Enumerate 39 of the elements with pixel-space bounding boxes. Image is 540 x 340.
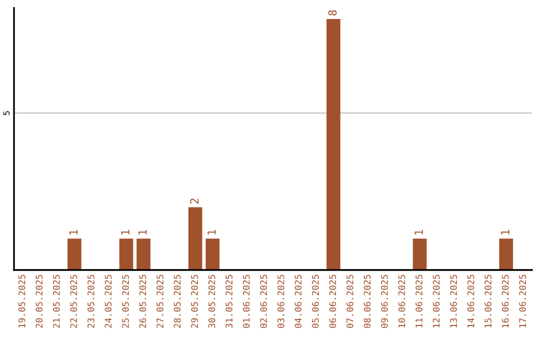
x-tick-label: 09.06.2025 <box>381 274 388 328</box>
x-tick-label: 11.06.2025 <box>416 274 422 328</box>
y-tick-label: 5 <box>3 111 10 116</box>
x-tick-label: 08.06.2025 <box>364 274 371 328</box>
x-tick-label: 22.05.2025 <box>70 274 78 328</box>
x-tick-label: 14.06.2025 <box>467 274 474 328</box>
x-tick-label: 23.05.2025 <box>88 274 94 328</box>
x-tick-label: 21.05.2025 <box>52 274 60 328</box>
data-label: 2 <box>190 198 198 204</box>
data-label: 1 <box>414 230 423 235</box>
x-tick-label: 01.06.2025 <box>242 274 250 328</box>
data-label: 1 <box>69 230 78 235</box>
data-label: 1 <box>501 230 510 235</box>
x-tick-label: 31.05.2025 <box>226 274 232 328</box>
x-tick-label: 10.06.2025 <box>398 274 406 328</box>
x-tick-label: 19.05.2025 <box>18 274 26 328</box>
x-tick-label: 27.05.2025 <box>156 274 164 328</box>
x-tick-label: 07.06.2025 <box>346 274 354 328</box>
x-tick-label: 28.05.2025 <box>174 274 181 328</box>
x-tick-label: 24.05.2025 <box>104 274 112 328</box>
x-tick-label: 25.05.2025 <box>122 274 129 328</box>
data-label: 1 <box>138 230 147 235</box>
x-tick-label: 12.06.2025 <box>432 274 440 328</box>
x-tick-label: 29.05.2025 <box>191 274 198 328</box>
data-label: 8 <box>328 10 337 16</box>
x-tick-label: 06.06.2025 <box>329 274 336 328</box>
x-tick-label: 13.06.2025 <box>450 274 457 328</box>
data-label: 1 <box>121 230 130 235</box>
data-label: 1 <box>208 230 216 235</box>
x-tick-label: 03.06.2025 <box>277 274 284 328</box>
x-tick-label: 17.06.2025 <box>519 274 526 328</box>
x-tick-label: 05.06.2025 <box>312 274 319 328</box>
x-tick-label: 15.06.2025 <box>484 274 492 328</box>
x-tick-label: 16.06.2025 <box>502 274 509 328</box>
x-tick-label: 30.05.2025 <box>208 274 216 328</box>
x-tick-label: 26.05.2025 <box>139 274 146 328</box>
x-tick-label: 02.06.2025 <box>260 274 268 328</box>
x-tick-label: 04.06.2025 <box>294 274 302 328</box>
x-tick-label: 20.05.2025 <box>36 274 43 328</box>
